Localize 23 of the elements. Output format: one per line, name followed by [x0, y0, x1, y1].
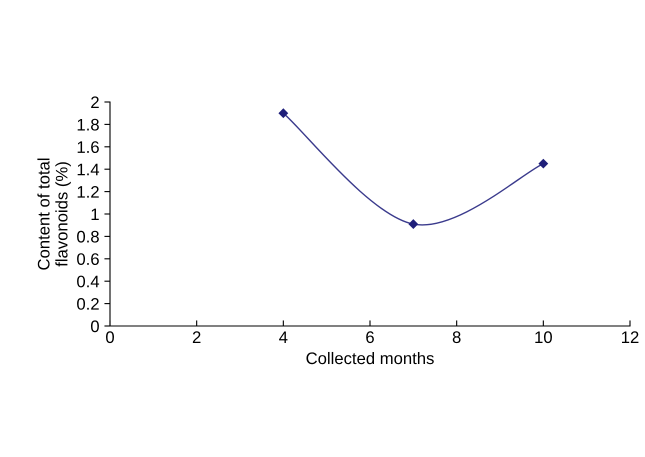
y-tick-label: 0.4 [77, 276, 100, 288]
y-tick-label: 1.4 [78, 164, 100, 176]
x-tick-label: 8 [452, 331, 461, 344]
x-tick-label: 6 [366, 331, 374, 344]
y-tick-label: 1.6 [78, 141, 99, 154]
y-tick-label: 1.2 [78, 186, 99, 198]
y-tick-label: 0.2 [77, 298, 99, 310]
y-tick-label: 1.8 [78, 118, 99, 131]
x-axis-title: Collected months [306, 352, 434, 364]
y-tick-label: 0.8 [77, 230, 99, 243]
y-tick-label: 1 [92, 208, 99, 220]
x-tick-label: 0 [106, 331, 114, 344]
y-tick-label: 0.6 [77, 253, 99, 266]
x-tick-label: 2 [192, 331, 200, 343]
point [278, 108, 288, 118]
x-tick-label: 10 [535, 331, 552, 344]
y-axis-title: Content of total flavonoids (%) [37, 158, 71, 270]
point [408, 219, 418, 229]
x-tick-label: 12 [622, 331, 638, 343]
y-tick-label: 2 [91, 96, 99, 108]
point [538, 158, 548, 168]
x-tick-label: 4 [279, 331, 288, 343]
y-tick-label: 0 [90, 320, 99, 332]
